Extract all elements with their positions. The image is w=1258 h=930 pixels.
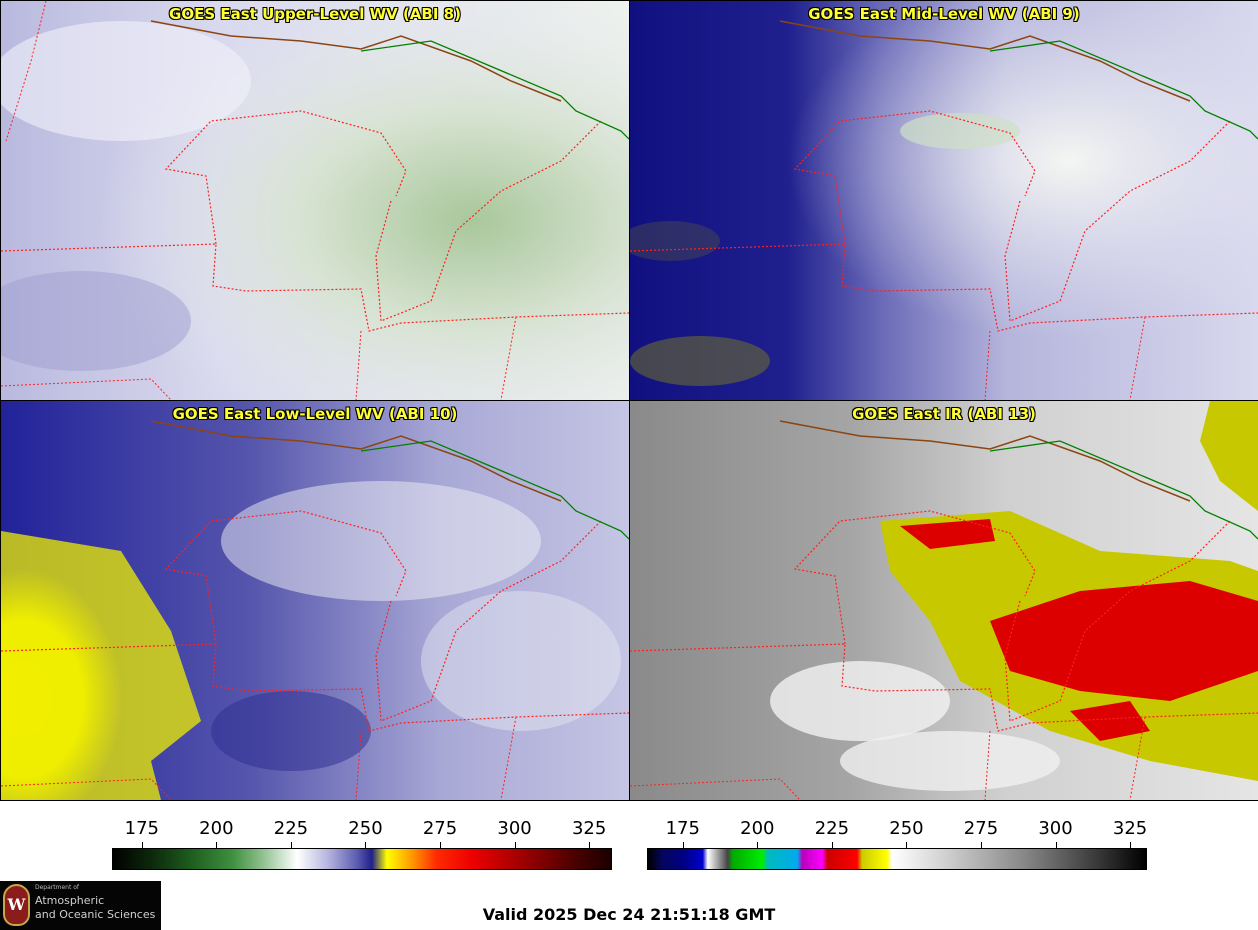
colorbar-ticks: 175 200 225 250 275 300 325 (112, 818, 612, 848)
colorbar-tick-label: 225 (814, 818, 850, 839)
colorbar-tick-mark (1055, 842, 1057, 848)
colorbar-tick-label: 200 (199, 818, 234, 839)
uw-seal-icon: W (3, 884, 30, 926)
colorbar-wv: 175 200 225 250 275 300 325 (112, 818, 612, 872)
colorbar-tick-label: 300 (1038, 818, 1073, 839)
colorbar-tick-label: 325 (571, 818, 607, 839)
colorbar-tick-label: 275 (422, 818, 458, 839)
colorbar-tick-mark (290, 842, 292, 848)
colorbar-tick-mark (365, 842, 367, 848)
colorbar-ir: 175 200 225 250 275 300 325 (647, 818, 1147, 872)
colorbar-tick-label: 175 (665, 818, 700, 839)
colorbar-tick-label: 225 (273, 818, 309, 839)
colorbar-tick-mark (216, 842, 218, 848)
colorbar-tick-mark (589, 842, 591, 848)
logo-line-2: and Oceanic Sciences (35, 908, 156, 921)
ir-image (630, 401, 1258, 800)
colorbar-tick-mark (906, 842, 908, 848)
colorbar-gradient-wv (112, 848, 612, 870)
colorbar-tick-mark (757, 842, 759, 848)
aos-logo: W Department of Atmospheric and Oceanic … (0, 881, 161, 930)
colorbar-tick-mark (440, 842, 442, 848)
colorbar-gradient-ir (647, 848, 1147, 870)
colorbar-tick-label: 300 (497, 818, 532, 839)
panel-upper-level-wv: GOES East Upper-Level WV (ABI 8) (0, 0, 630, 401)
colorbar-ticks: 175 200 225 250 275 300 325 (647, 818, 1148, 848)
valid-time: Valid 2025 Dec 24 21:51:18 GMT (482, 905, 776, 924)
colorbar-tick-label: 275 (963, 818, 999, 839)
colorbar-tick-mark (682, 842, 684, 848)
mid-level-wv-image (630, 1, 1258, 400)
low-level-wv-image (1, 401, 629, 800)
panel-ir: GOES East IR (ABI 13) (629, 400, 1258, 801)
colorbar-tick-mark (980, 842, 982, 848)
colorbar-tick-mark (831, 842, 833, 848)
logo-line-1: Atmospheric (35, 894, 105, 907)
colorbar-tick-label: 200 (740, 818, 775, 839)
colorbar-tick-label: 250 (348, 818, 383, 839)
panel-low-level-wv: GOES East Low-Level WV (ABI 10) (0, 400, 630, 801)
colorbar-tick-mark (141, 842, 143, 848)
panel-mid-level-wv: GOES East Mid-Level WV (ABI 9) (629, 0, 1258, 401)
colorbar-tick-mark (514, 842, 516, 848)
upper-level-wv-image (1, 1, 629, 400)
logo-dept: Department of (35, 884, 79, 891)
colorbar-tick-label: 325 (1112, 818, 1148, 839)
colorbar-tick-label: 175 (124, 818, 159, 839)
colorbar-tick-label: 250 (889, 818, 924, 839)
colorbar-tick-mark (1130, 842, 1132, 848)
